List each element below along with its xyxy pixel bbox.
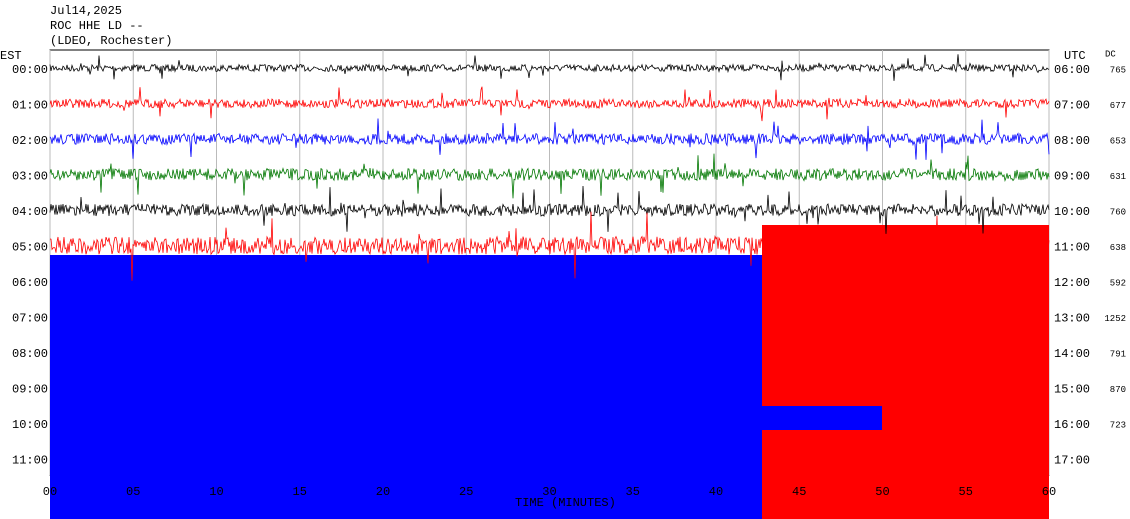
- right-time-label: 14:00: [1054, 347, 1090, 361]
- x-tick-label: 45: [792, 485, 806, 499]
- station: ROC HHE LD --: [50, 19, 144, 33]
- right-time-label: 11:00: [1054, 241, 1090, 255]
- x-tick-label: 35: [626, 485, 640, 499]
- right-time-label: 13:00: [1054, 312, 1090, 326]
- left-time-label: 09:00: [12, 383, 48, 397]
- dc-value: 723: [1110, 420, 1126, 430]
- x-axis-title: TIME (MINUTES): [515, 496, 616, 510]
- left-time-label: 07:00: [12, 312, 48, 326]
- x-tick-label: 55: [959, 485, 973, 499]
- dc-value: 1252: [1104, 314, 1126, 324]
- dc-value: 653: [1110, 136, 1126, 146]
- right-time-label: 15:00: [1054, 383, 1090, 397]
- x-tick-label: 60: [1042, 485, 1056, 499]
- network: (LDEO, Rochester): [50, 34, 172, 48]
- dc-value: 870: [1110, 385, 1126, 395]
- right-time-label: 08:00: [1054, 134, 1090, 148]
- right-axis-title: UTC: [1064, 49, 1086, 63]
- helicorder: Jul14,2025 ROC HHE LD -- (LDEO, Rocheste…: [0, 0, 1130, 519]
- dc-value: 677: [1110, 101, 1126, 111]
- x-tick-label: 00: [43, 485, 57, 499]
- right-time-label: 17:00: [1054, 454, 1090, 468]
- blue-band: [762, 406, 882, 430]
- dc-value: 631: [1110, 172, 1126, 182]
- dc-value: 760: [1110, 207, 1126, 217]
- saturated-red: [762, 225, 1049, 519]
- left-time-label: 02:00: [12, 134, 48, 148]
- dc-value: 791: [1110, 349, 1126, 359]
- x-tick-label: 40: [709, 485, 723, 499]
- left-time-label: 08:00: [12, 347, 48, 361]
- x-tick-label: 05: [126, 485, 140, 499]
- saturated-blue: [50, 255, 762, 519]
- left-time-label: 03:00: [12, 170, 48, 184]
- left-time-label: 05:00: [12, 241, 48, 255]
- left-axis-title: EST: [0, 49, 22, 63]
- x-tick-label: 15: [293, 485, 307, 499]
- right-time-label: 16:00: [1054, 418, 1090, 432]
- left-time-label: 04:00: [12, 205, 48, 219]
- right-time-label: 06:00: [1054, 63, 1090, 77]
- left-time-label: 06:00: [12, 276, 48, 290]
- dc-value: 592: [1110, 278, 1126, 288]
- x-tick-label: 50: [875, 485, 889, 499]
- left-time-label: 11:00: [12, 454, 48, 468]
- left-time-label: 00:00: [12, 63, 48, 77]
- right-time-label: 09:00: [1054, 170, 1090, 184]
- dc-value: 765: [1110, 65, 1126, 75]
- x-tick-label: 30: [542, 485, 556, 499]
- x-tick-label: 10: [209, 485, 223, 499]
- left-time-label: 01:00: [12, 99, 48, 113]
- right-time-label: 10:00: [1054, 205, 1090, 219]
- x-tick-label: 25: [459, 485, 473, 499]
- right-time-label: 12:00: [1054, 276, 1090, 290]
- left-time-label: 10:00: [12, 418, 48, 432]
- traces: [50, 50, 1049, 519]
- x-tick-label: 20: [376, 485, 390, 499]
- dc-title: DC: [1105, 49, 1116, 59]
- date: Jul14,2025: [50, 4, 122, 18]
- right-time-label: 07:00: [1054, 99, 1090, 113]
- dc-value: 638: [1110, 243, 1126, 253]
